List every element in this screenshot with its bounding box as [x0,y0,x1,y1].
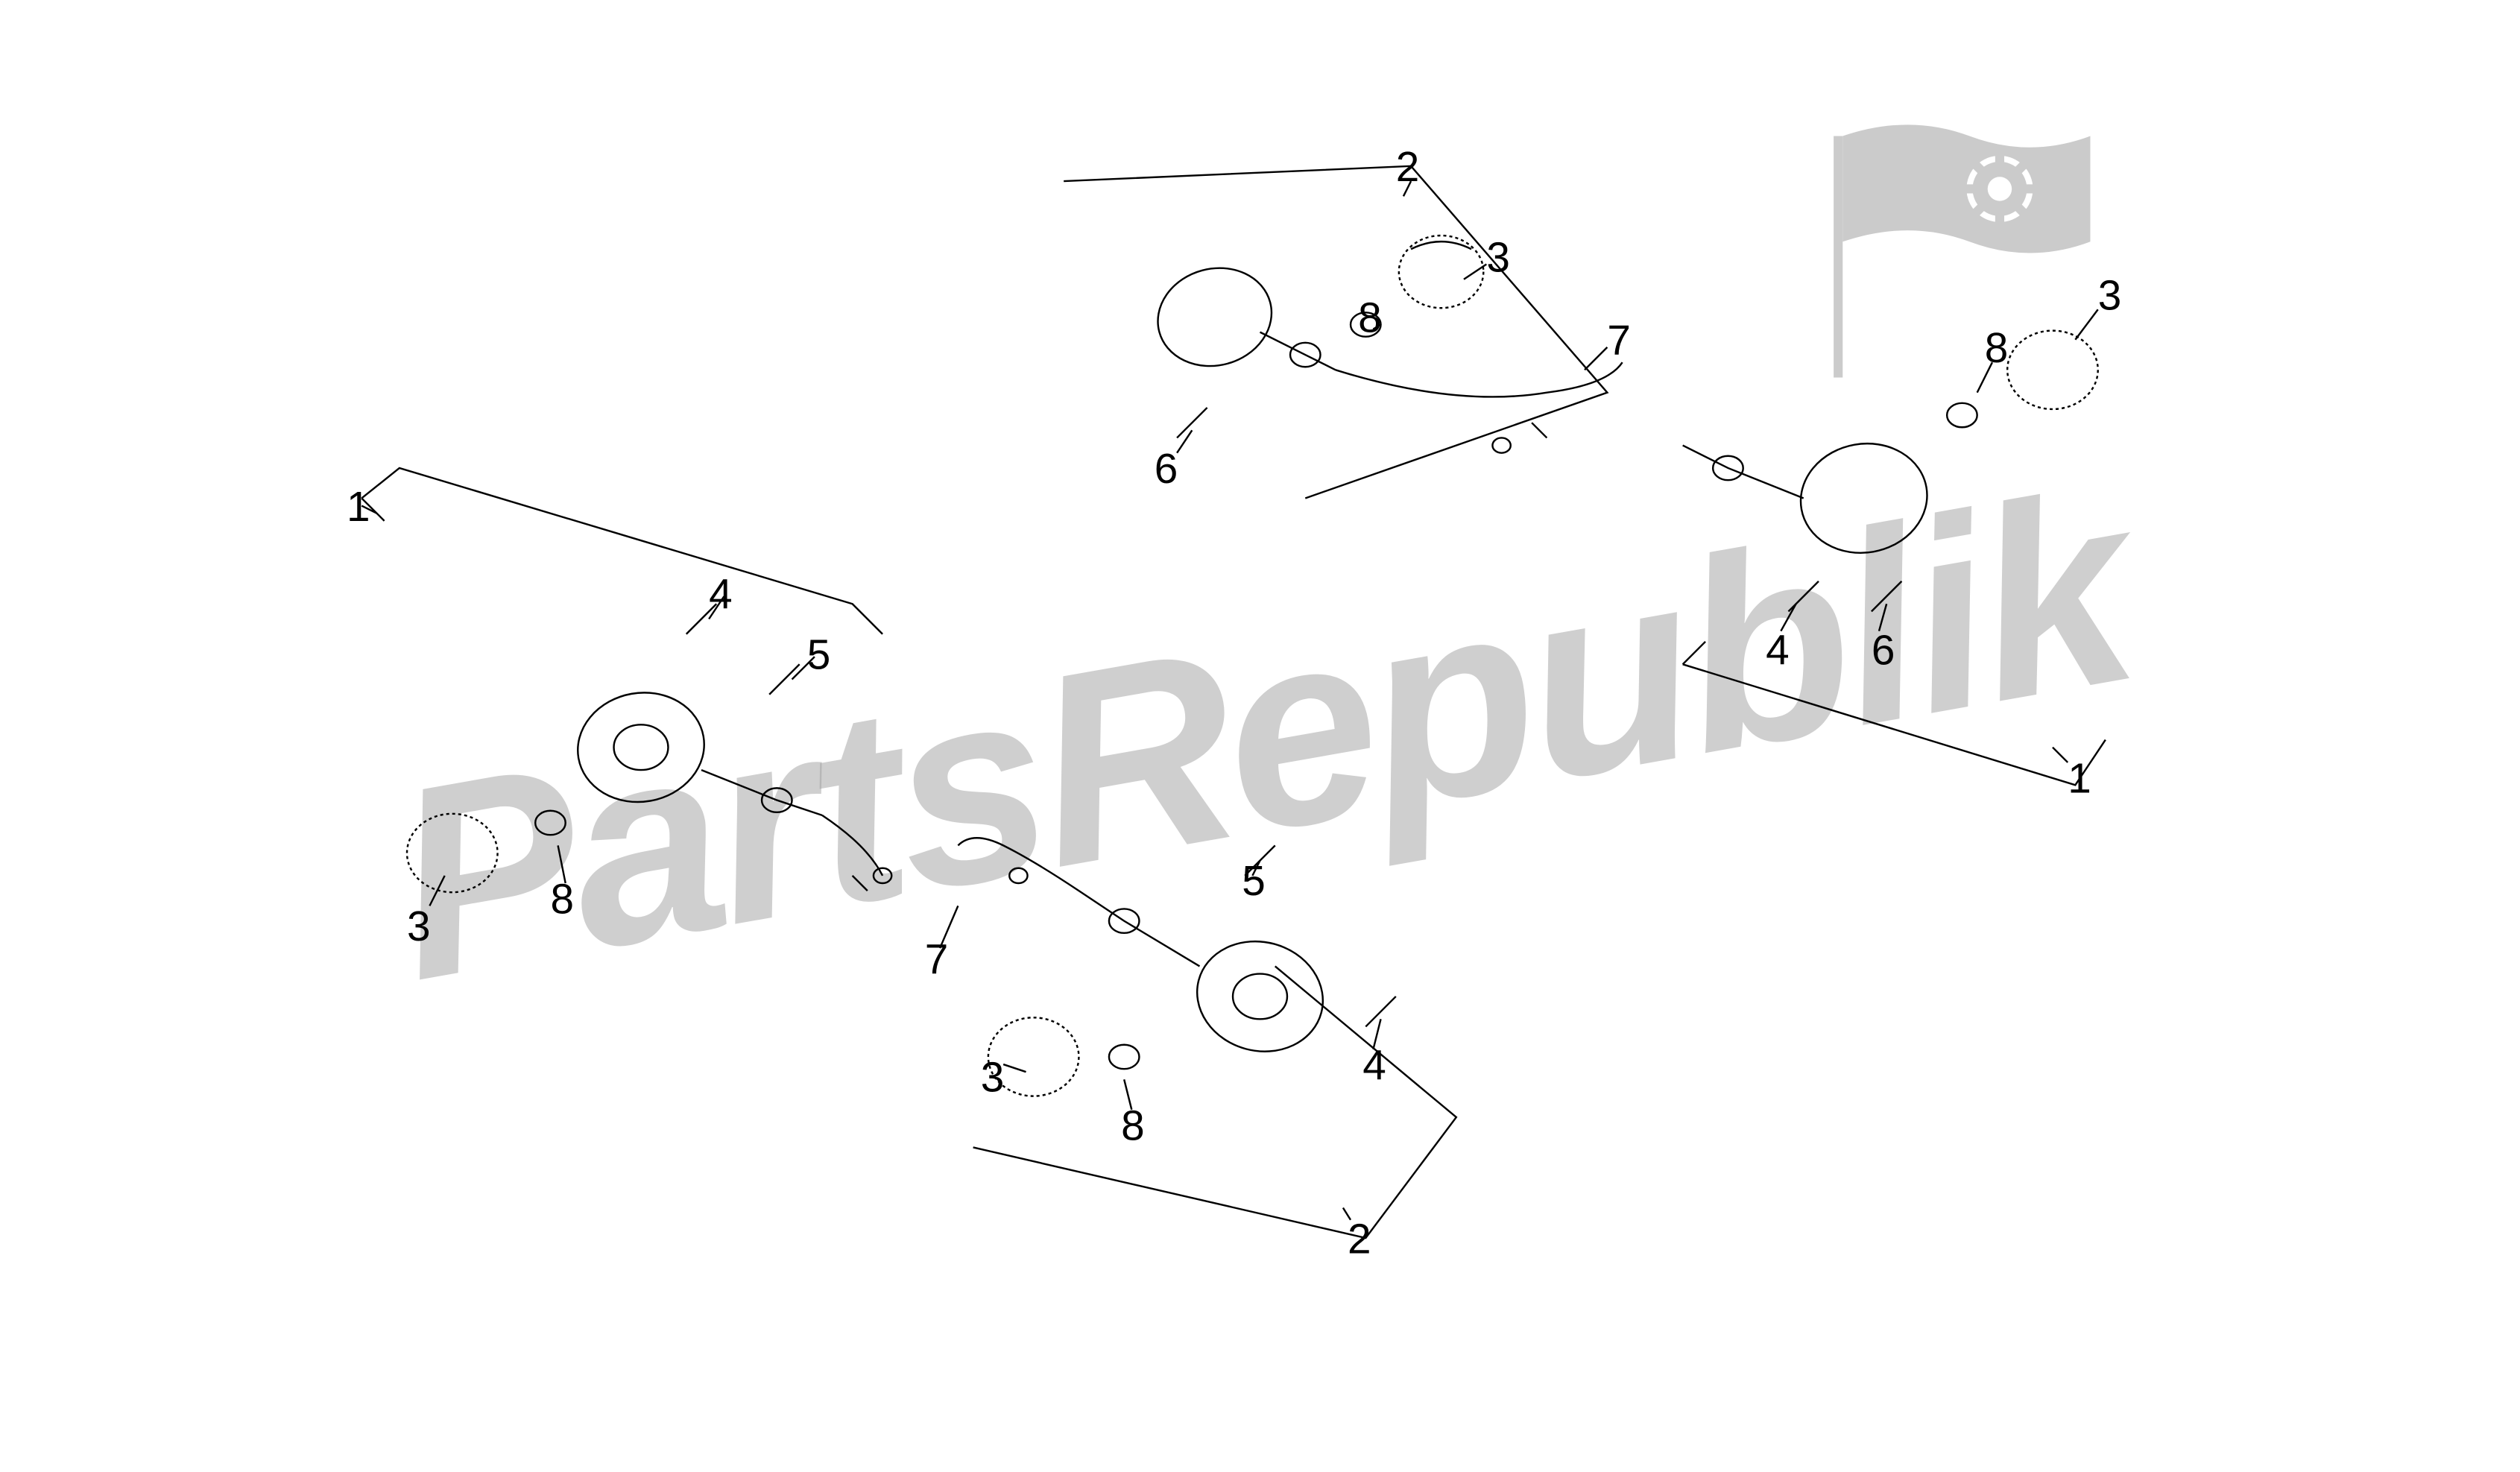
callout-3-top-right: 3 [1486,234,1510,282]
callout-7-bottom: 7 [925,936,949,985]
callout-1-left: 1 [347,483,370,531]
parts-diagram-container: PartsRepublik [0,0,2520,1472]
callout-8-top: 8 [1358,294,1382,343]
callout-3-left: 3 [407,903,431,951]
callout-4-right: 4 [1766,627,1790,675]
callout-2-bottom: 2 [1348,1216,1371,1264]
callout-7-top: 7 [1607,317,1631,365]
callout-8-left: 8 [550,876,574,924]
callout-8-bottom: 8 [1121,1102,1145,1151]
callout-1-right: 1 [2068,755,2091,803]
callout-3-right: 3 [2098,272,2122,320]
callout-5-bottom: 5 [1242,858,1266,906]
callout-4-bottom: 4 [1362,1042,1386,1090]
callout-3-bottom: 3 [981,1054,1005,1102]
callout-5-left: 5 [807,631,831,680]
callout-6-right: 6 [1872,627,1895,675]
callout-4-left: 4 [709,571,733,619]
callout-2-top: 2 [1396,143,1420,192]
parts-diagram-svg [0,0,2520,1472]
callout-6-top: 6 [1155,446,1178,494]
callout-8-right: 8 [1985,325,2009,373]
